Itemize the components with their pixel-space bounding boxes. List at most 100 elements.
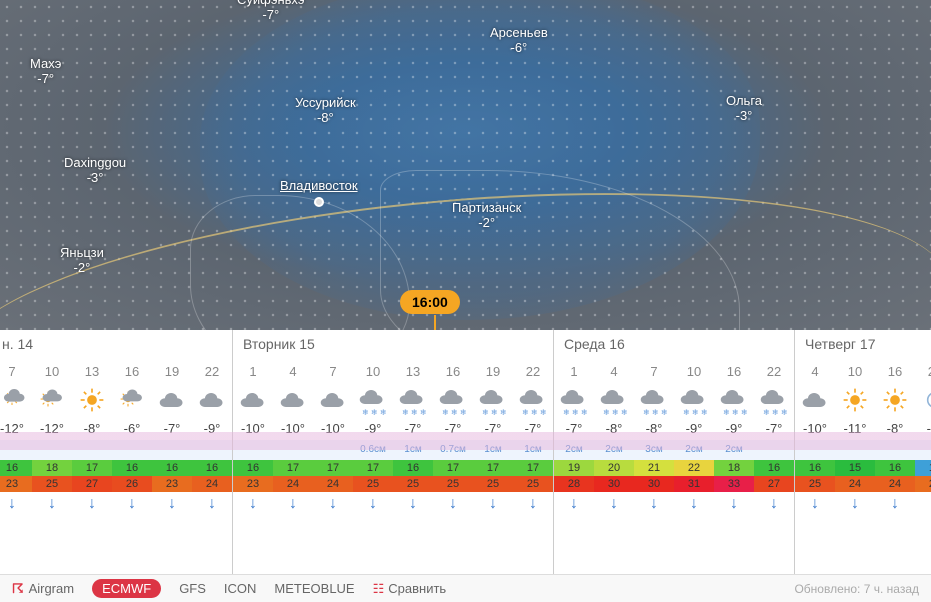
day-column: Вторник 151471013161922❄ ❄ ❄❄ ❄ ❄❄ ❄ ❄❄ … — [233, 330, 554, 574]
hour-label[interactable]: 22 — [513, 360, 553, 383]
wind-direction-icon: ↓ — [393, 492, 433, 516]
wind-gust: 23 — [0, 476, 32, 492]
wind-gust: 25 — [795, 476, 835, 492]
weather-icon — [32, 383, 72, 417]
hour-label[interactable]: 16 — [112, 360, 152, 383]
airgram-button[interactable]: ☈ Airgram — [12, 581, 74, 597]
weather-icon — [72, 383, 112, 417]
forecast-panel: н. 1471013161922-12°-12°-8°-6°-7°-9°1618… — [0, 330, 931, 574]
hour-label[interactable]: 16 — [875, 360, 915, 383]
weather-icon: ❄ ❄ ❄ — [473, 383, 513, 417]
hour-label[interactable]: 10 — [353, 360, 393, 383]
wind-direction-icon: ↓ — [273, 492, 313, 516]
time-line — [434, 315, 436, 330]
wind-direction-icon: ↓ — [875, 492, 915, 516]
model-meteoblue[interactable]: METEOBLUE — [274, 581, 354, 596]
weather-icon: ❄ ❄ ❄ — [714, 383, 754, 417]
wind-speed: 16 — [795, 460, 835, 476]
wind-speed: 20 — [594, 460, 634, 476]
weather-map[interactable]: Суйфэньхэ-7°Арсеньев-6°Махэ-7°Уссурийск-… — [0, 0, 931, 330]
wind-direction-icon: ↓ — [473, 492, 513, 516]
hour-label[interactable]: 22 — [915, 360, 931, 383]
wind-speed: 10 — [915, 460, 931, 476]
wind-gust: 25 — [513, 476, 553, 492]
hour-label[interactable]: 19 — [473, 360, 513, 383]
wind-gust: 30 — [634, 476, 674, 492]
day-label: Среда 16 — [554, 330, 794, 360]
wind-gust: 25 — [393, 476, 433, 492]
wind-speed: 17 — [473, 460, 513, 476]
hour-label[interactable]: 4 — [795, 360, 835, 383]
wind-direction-icon: ↓ — [32, 492, 72, 516]
wind-speed: 17 — [273, 460, 313, 476]
hour-label[interactable]: 16 — [433, 360, 473, 383]
wind-gust: 25 — [473, 476, 513, 492]
wind-speed: 16 — [875, 460, 915, 476]
weather-icon — [795, 383, 835, 417]
hour-label[interactable]: 1 — [554, 360, 594, 383]
hour-label[interactable]: 10 — [835, 360, 875, 383]
wind-gust: 27 — [72, 476, 112, 492]
wind-speed: 15 — [835, 460, 875, 476]
hour-label[interactable]: 10 — [32, 360, 72, 383]
wind-gust: 25 — [433, 476, 473, 492]
wind-direction-icon: ↓ — [795, 492, 835, 516]
wind-speed: 22 — [674, 460, 714, 476]
wind-speed: 17 — [513, 460, 553, 476]
wind-speed: 16 — [152, 460, 192, 476]
updated-text: Обновлено: 7 ч. назад — [794, 582, 919, 596]
weather-icon: ❄ ❄ ❄ — [674, 383, 714, 417]
weather-icon — [273, 383, 313, 417]
model-icon[interactable]: ICON — [224, 581, 257, 596]
wind-speed: 17 — [313, 460, 353, 476]
wind-direction-icon: ↓ — [353, 492, 393, 516]
hour-label[interactable]: 4 — [273, 360, 313, 383]
hour-label[interactable]: 4 — [594, 360, 634, 383]
hour-label[interactable]: 7 — [634, 360, 674, 383]
model-ecmwf[interactable]: ECMWF — [92, 579, 161, 598]
wind-gust: 24 — [835, 476, 875, 492]
airgram-icon: ☈ — [12, 581, 24, 596]
wind-direction-icon: ↓ — [0, 492, 32, 516]
wind-gust: 23 — [233, 476, 273, 492]
hour-label[interactable]: 16 — [714, 360, 754, 383]
weather-icon — [233, 383, 273, 417]
wind-direction-icon: ↓ — [554, 492, 594, 516]
hour-label[interactable]: 13 — [393, 360, 433, 383]
hour-label[interactable]: 7 — [0, 360, 32, 383]
hour-label[interactable]: 22 — [754, 360, 794, 383]
time-indicator[interactable]: 16:00 — [400, 290, 460, 314]
hour-label[interactable]: 10 — [674, 360, 714, 383]
wind-speed: 16 — [192, 460, 232, 476]
weather-icon: ❄ ❄ ❄ — [393, 383, 433, 417]
wind-speed: 17 — [72, 460, 112, 476]
wind-speed: 16 — [754, 460, 794, 476]
wind-speed: 18 — [714, 460, 754, 476]
day-label: Четверг 17 — [795, 330, 931, 360]
wind-gust: 24 — [192, 476, 232, 492]
day-column: Четверг 174101622-10°-11°-8°-9°161516102… — [795, 330, 931, 574]
wind-direction-icon: ↓ — [714, 492, 754, 516]
weather-icon: ❄ ❄ ❄ — [594, 383, 634, 417]
wind-direction-icon: ↓ — [915, 492, 931, 516]
wind-direction-icon: ↓ — [72, 492, 112, 516]
compare-button[interactable]: ☷Сравнить — [373, 581, 447, 597]
wind-gust: 28 — [554, 476, 594, 492]
model-gfs[interactable]: GFS — [179, 581, 206, 596]
day-label: н. 14 — [0, 330, 232, 360]
wind-speed: 16 — [0, 460, 32, 476]
weather-icon — [313, 383, 353, 417]
hour-label[interactable]: 1 — [233, 360, 273, 383]
airgram-label: Airgram — [29, 581, 75, 596]
wind-gust: 31 — [674, 476, 714, 492]
hour-label[interactable]: 22 — [192, 360, 232, 383]
weather-icon: ❄ ❄ ❄ — [554, 383, 594, 417]
wind-direction-icon: ↓ — [594, 492, 634, 516]
wind-direction-icon: ↓ — [754, 492, 794, 516]
weather-icon: ❄ ❄ ❄ — [433, 383, 473, 417]
hour-label[interactable]: 19 — [152, 360, 192, 383]
hour-label[interactable]: 7 — [313, 360, 353, 383]
wind-gust: 24 — [313, 476, 353, 492]
hour-label[interactable]: 13 — [72, 360, 112, 383]
wind-gust: 26 — [112, 476, 152, 492]
